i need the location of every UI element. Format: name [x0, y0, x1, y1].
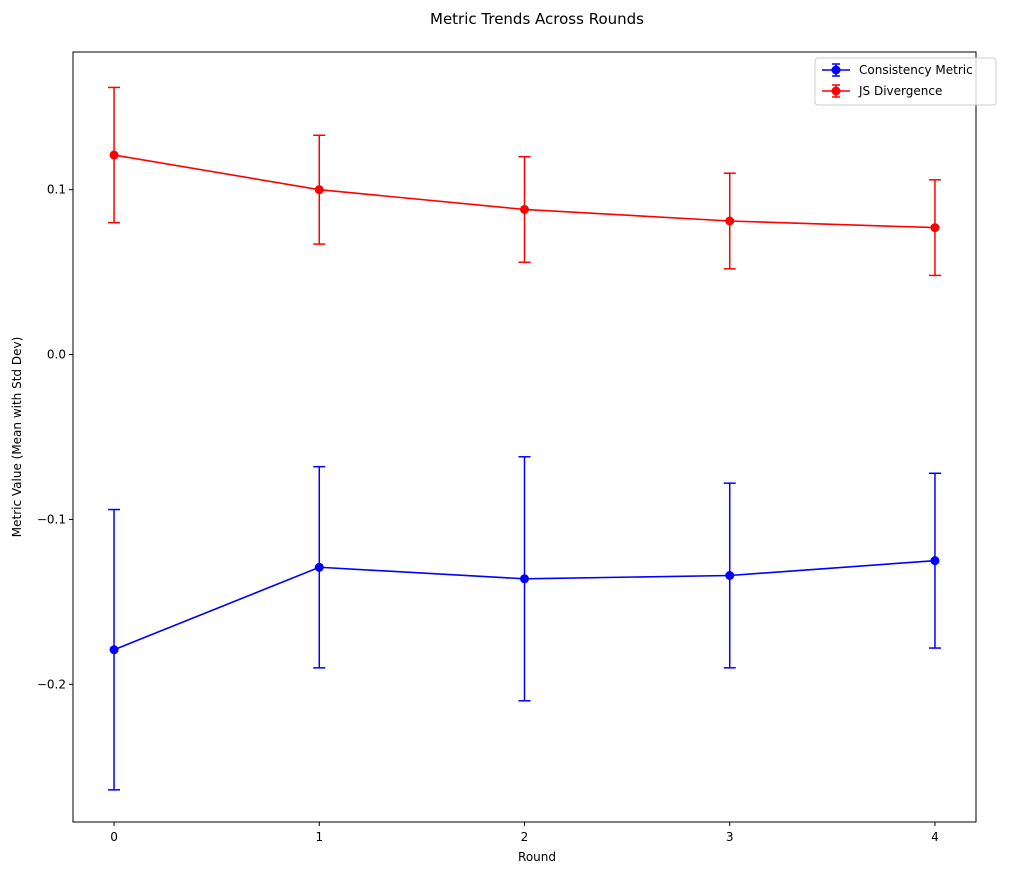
legend-label: JS Divergence — [858, 84, 942, 98]
legend-marker — [831, 86, 841, 96]
data-point — [725, 216, 735, 226]
data-point — [725, 571, 735, 581]
legend-box — [814, 57, 997, 106]
legend-label: Consistency Metric — [859, 63, 973, 77]
legend-marker — [831, 65, 841, 75]
data-point — [520, 574, 529, 584]
series-0 — [108, 456, 941, 791]
x-tick-label: 3 — [726, 830, 734, 844]
y-axis-title: Metric Value (Mean with Std Dev) — [10, 337, 24, 538]
data-point — [109, 645, 119, 655]
data-point — [314, 562, 324, 572]
data-point — [314, 185, 324, 195]
x-axis: 0 1 2 3 4 — [110, 822, 939, 844]
x-tick-label: 4 — [931, 830, 939, 844]
data-point — [109, 150, 119, 160]
x-tick-label: 0 — [110, 830, 118, 844]
legend-entry: JS Divergence — [822, 84, 942, 98]
y-axis: −0.2 −0.1 0.0 0.1 — [37, 183, 73, 691]
x-axis-title: Round — [518, 850, 556, 864]
data-point — [930, 223, 940, 233]
data-point — [520, 204, 529, 214]
x-tick-label: 1 — [315, 830, 323, 844]
y-tick-label: −0.2 — [37, 677, 66, 691]
series-1 — [108, 86, 941, 277]
legend: Consistency Metric JS Divergence — [814, 57, 997, 106]
x-tick-label: 2 — [521, 830, 529, 844]
y-tick-label: 0.0 — [47, 348, 66, 362]
y-tick-label: 0.1 — [47, 183, 66, 197]
data-point — [930, 556, 940, 566]
chart-title: Metric Trends Across Rounds — [430, 10, 644, 28]
y-tick-label: −0.1 — [37, 512, 66, 526]
series-layer — [108, 86, 941, 791]
legend-entry: Consistency Metric — [822, 63, 973, 77]
